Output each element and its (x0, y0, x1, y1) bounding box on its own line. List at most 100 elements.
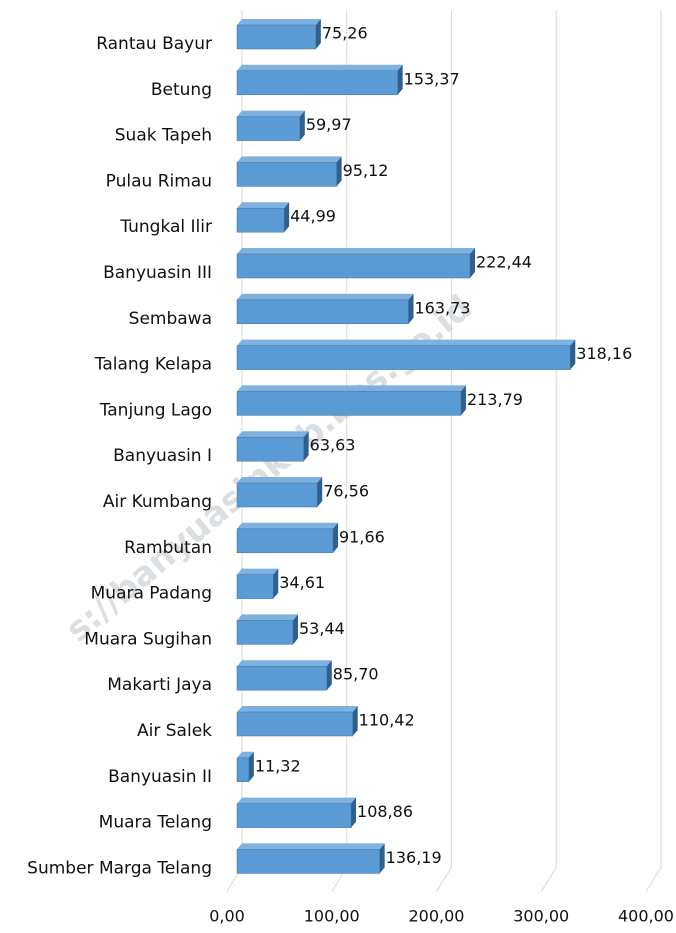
bar (236, 574, 274, 599)
y-tick-label: Banyuasin III (103, 263, 212, 283)
x-tick-label: 0,00 (209, 907, 245, 926)
bar-top (237, 293, 414, 300)
bar-side (336, 156, 342, 187)
bar-top (237, 797, 357, 804)
grid-line (540, 10, 557, 892)
value-label: 59,97 (306, 115, 352, 134)
bar-top (237, 202, 290, 209)
bar (236, 391, 462, 416)
value-label: 53,44 (299, 619, 345, 638)
x-tick-label: 300,00 (513, 907, 569, 926)
bar-top (237, 522, 339, 529)
y-tick-label: Muara Telang (99, 813, 212, 833)
value-label: 91,66 (339, 527, 385, 546)
bar (236, 803, 352, 828)
bar (236, 116, 301, 141)
bar-side (326, 660, 332, 691)
y-tick-label: Rantau Bayur (96, 34, 212, 54)
bar-top (237, 156, 342, 163)
y-tick-label: Muara Sugihan (84, 629, 212, 649)
bar-side (299, 110, 305, 141)
bar-side (317, 477, 323, 507)
bar-side (397, 64, 403, 95)
x-tick-label: 400,00 (618, 907, 674, 926)
bar (236, 345, 571, 370)
bar (236, 849, 380, 874)
bar-side (470, 248, 476, 278)
bar (236, 620, 294, 645)
grid-line (645, 10, 662, 892)
value-label: 34,61 (279, 573, 325, 592)
bar (236, 299, 409, 325)
y-tick-label: Tungkal Ilir (119, 217, 212, 237)
value-label: 222,44 (476, 253, 532, 272)
bar (236, 757, 250, 783)
value-label: 163,73 (415, 298, 471, 317)
bar-top (237, 248, 476, 254)
bar (236, 711, 353, 737)
bar-side (248, 751, 254, 782)
value-label: 76,56 (323, 482, 369, 501)
y-tick-label: Air Salek (137, 721, 212, 741)
bar (236, 207, 285, 233)
value-label: 136,19 (386, 848, 442, 867)
value-label: 85,70 (333, 665, 379, 684)
bar-top (237, 385, 466, 392)
bar-side (352, 706, 358, 736)
bar-side (460, 385, 466, 416)
bar-side (315, 19, 321, 49)
bar (236, 482, 318, 508)
bar-top (237, 110, 305, 117)
bar-top (237, 843, 385, 850)
value-label: 95,12 (343, 161, 389, 180)
y-tick-label: Tanjung Lago (99, 400, 212, 420)
y-tick-label: Banyuasin I (113, 446, 212, 466)
bar-top (237, 568, 279, 575)
bar (236, 70, 398, 96)
value-label: 110,42 (359, 711, 415, 730)
bar-side (284, 202, 290, 233)
x-tick-label: 200,00 (409, 907, 465, 926)
bar (236, 665, 328, 691)
bar-top (237, 339, 576, 346)
bar-top (237, 660, 332, 667)
y-tick-label: Makarti Jaya (107, 675, 212, 695)
y-tick-label: Rambutan (124, 538, 212, 558)
bar (236, 162, 337, 187)
value-label: 63,63 (310, 436, 356, 455)
bar (236, 436, 304, 462)
value-label: 213,79 (467, 390, 523, 409)
y-tick-label: Muara Padang (91, 584, 212, 604)
bar (236, 528, 334, 554)
y-tick-label: Pulau Rimau (106, 171, 212, 191)
bar-side (333, 522, 339, 553)
bar-side (351, 797, 357, 828)
bar (236, 24, 317, 50)
bar-side (408, 293, 414, 324)
bar-top (237, 614, 298, 621)
value-label: 44,99 (290, 207, 336, 226)
value-label: 318,16 (576, 344, 632, 363)
bar-top (237, 477, 323, 483)
bar-top (237, 706, 358, 712)
bar (236, 253, 471, 279)
bar-side (303, 431, 309, 462)
y-tick-label: Betung (151, 80, 212, 100)
value-label: 108,86 (357, 802, 413, 821)
x-tick-label: 100,00 (304, 907, 360, 926)
y-tick-label: Air Kumbang (103, 492, 212, 512)
bar-top (237, 19, 321, 25)
bar-top (237, 64, 403, 71)
value-label: 11,32 (255, 756, 301, 775)
y-tick-label: Talang Kelapa (94, 355, 212, 375)
grid-line (436, 10, 452, 892)
bar-side (273, 568, 279, 599)
value-label: 75,26 (322, 24, 368, 43)
y-tick-label: Suak Tapeh (115, 126, 212, 146)
bar-side (570, 339, 576, 370)
bar-top (237, 431, 309, 438)
y-tick-label: Banyuasin II (108, 767, 212, 787)
y-tick-label: Sembawa (129, 309, 212, 329)
bar-side (292, 614, 298, 645)
